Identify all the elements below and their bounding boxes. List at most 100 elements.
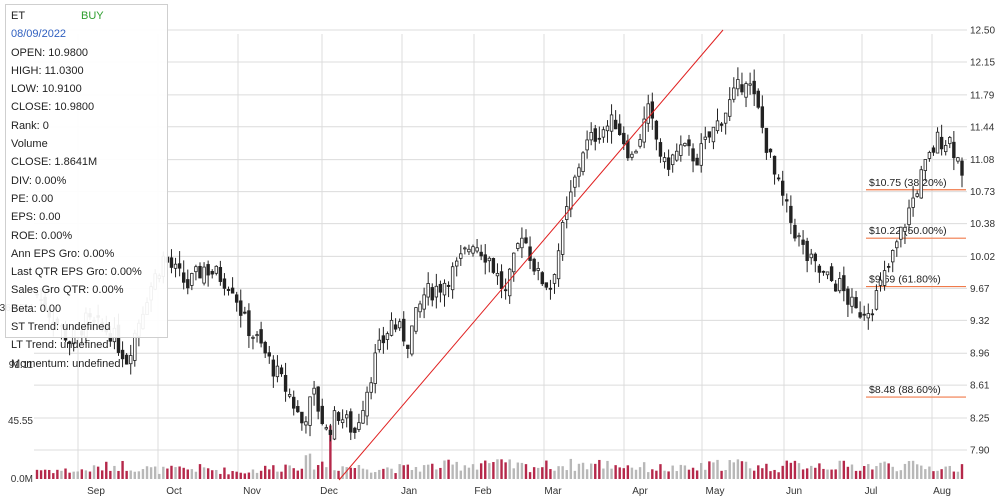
candle-body — [609, 114, 614, 132]
candle-body — [552, 274, 557, 284]
volume-bar — [569, 458, 573, 479]
candle-body — [813, 253, 818, 262]
volume-bar — [418, 471, 422, 479]
fib-level-label: $8.48 (88.60%) — [869, 384, 941, 396]
price-axis: 12.50 12.15 11.79 11.44 11.08 10.73 10.38 10.02… — [970, 26, 995, 457]
candle-body — [385, 333, 390, 340]
candle-body — [336, 412, 341, 421]
candle-body — [927, 152, 932, 159]
candle-body — [124, 354, 129, 365]
candle-body — [263, 341, 267, 354]
volume-bar — [60, 470, 63, 479]
candle-body — [206, 264, 210, 276]
volume-bar — [716, 459, 719, 479]
candle-body — [776, 177, 781, 180]
volume-bar — [349, 467, 352, 479]
candle-body — [247, 310, 251, 337]
volume-bar — [761, 468, 764, 479]
volume-bar — [932, 471, 935, 479]
info-stat-line: OPEN: 10.9800 — [11, 46, 89, 59]
volume-bar — [598, 459, 601, 479]
candle-body — [499, 271, 504, 289]
info-stat-line: HIGH: 11.0300 — [11, 64, 84, 77]
volume-bar — [390, 468, 393, 479]
candle-body — [658, 142, 663, 157]
volume-bar — [602, 468, 605, 479]
volume-bar — [695, 470, 699, 479]
volume-bar — [638, 467, 642, 479]
candle-body — [577, 167, 581, 177]
trendline-group — [338, 29, 724, 481]
candle-body — [760, 106, 765, 128]
volume-bar — [736, 459, 740, 479]
candle-body — [723, 112, 728, 124]
candle-body — [793, 224, 797, 239]
volume-bar — [732, 462, 736, 479]
price-tick-label: 10.73 — [970, 187, 995, 198]
volume-bar — [952, 471, 956, 479]
signal-badge: BUY — [81, 10, 104, 22]
volume-bar — [202, 467, 206, 479]
candle-body — [353, 427, 357, 433]
volume-bar — [805, 468, 809, 479]
candle-body — [467, 248, 471, 253]
volume-bar — [272, 465, 275, 479]
volume-bar — [88, 471, 92, 479]
candle-body — [809, 253, 813, 259]
grid-lines — [34, 29, 967, 479]
volume-bar — [785, 460, 788, 479]
candle-body — [952, 141, 956, 159]
volume-bar — [206, 468, 210, 479]
candle-body — [328, 429, 333, 435]
info-stat-line: Ann EPS Gro: 0.00% — [11, 247, 115, 260]
volume-bar — [284, 464, 287, 479]
volume-bar — [223, 467, 226, 479]
volume-bar — [117, 470, 120, 479]
candle-body — [357, 422, 361, 430]
candle-body — [267, 352, 271, 357]
volume-bar — [561, 466, 564, 479]
candle-body — [230, 287, 235, 294]
info-stat-line: ROE: 0.00% — [11, 229, 73, 242]
candle-body — [446, 284, 451, 287]
volume-bar — [773, 469, 776, 479]
candle-body — [393, 324, 398, 330]
volume-bar — [105, 461, 108, 479]
volume-bar — [895, 471, 899, 479]
month-label: Oct — [166, 486, 182, 497]
volume-bar — [863, 466, 866, 479]
volume-bar — [174, 467, 177, 479]
volume-bar — [541, 467, 544, 479]
date-axis: Sep Oct Nov Dec Jan Feb Mar Apr May Jun Jul Aug — [87, 486, 951, 497]
volume-bar — [239, 472, 242, 479]
volume-bar — [247, 472, 251, 479]
candle-body — [797, 235, 801, 238]
volume-bar — [259, 470, 263, 479]
month-label: Feb — [474, 486, 492, 497]
candle-body — [491, 258, 496, 273]
volume-bar — [712, 462, 715, 479]
candle-body — [919, 169, 923, 199]
candle-body — [613, 119, 618, 130]
volume-bar — [153, 466, 157, 479]
candle-body — [320, 405, 324, 425]
volume-bar — [504, 462, 507, 479]
candle-body — [239, 300, 243, 316]
candle-body — [789, 205, 793, 223]
candle-body — [740, 84, 744, 93]
candle-body — [438, 283, 443, 293]
volume-bar — [263, 465, 267, 479]
candle-body — [300, 411, 304, 424]
volume-bar — [818, 463, 821, 479]
candle-body — [259, 329, 263, 344]
volume-bar — [145, 466, 149, 479]
volume-bar — [329, 425, 332, 479]
candle-body — [935, 131, 940, 154]
candle-body — [931, 147, 936, 153]
volume-bar — [720, 470, 723, 479]
info-stat-line: LOW: 10.9100 — [11, 83, 82, 96]
candle-body — [442, 282, 447, 296]
volume-bar — [451, 464, 454, 479]
volume-bar — [488, 463, 491, 479]
candle-body — [923, 159, 928, 171]
